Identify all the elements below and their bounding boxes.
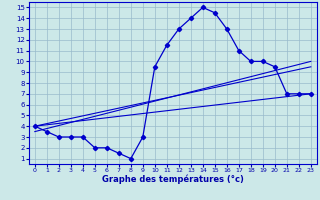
X-axis label: Graphe des températures (°c): Graphe des températures (°c)	[102, 175, 244, 184]
